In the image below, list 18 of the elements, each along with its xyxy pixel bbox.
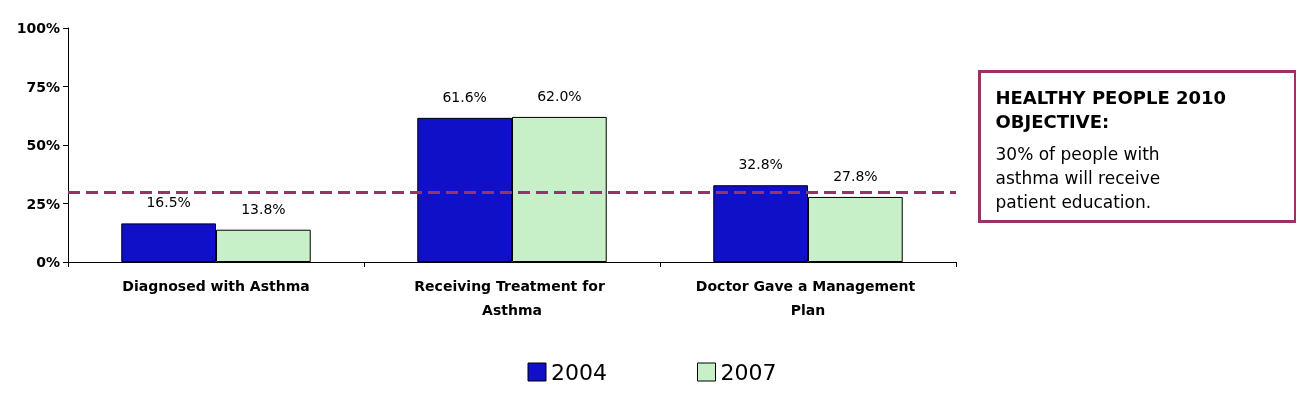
x-tick-label: Receiving Treatment for Asthma — [414, 278, 610, 318]
text: 30% of people with asthma will receive patient education. — [995, 143, 1166, 212]
data-label: 16.5% — [146, 194, 191, 211]
y-tick-label: 50% — [26, 137, 60, 153]
y-tick-label: 75% — [26, 78, 60, 95]
legend-label: 2004 — [551, 359, 608, 385]
data-label: 62.0% — [537, 87, 582, 104]
y-tick-label: 0% — [36, 254, 60, 270]
legend-label: 2007 — [720, 359, 777, 385]
y-tick-label: 25% — [26, 195, 60, 212]
y-tick-label: 100% — [16, 20, 60, 36]
x-tick-label: Diagnosed with Asthma — [122, 278, 310, 294]
data-label: 27.8% — [833, 167, 878, 184]
text: HEALTHY PEOPLE 2010 OBJECTIVE: — [995, 87, 1233, 132]
data-label: 13.8% — [241, 200, 286, 217]
data-label: 32.8% — [738, 156, 783, 173]
x-tick-label: Doctor Gave a Management Plan — [695, 278, 921, 318]
data-label: 61.6% — [442, 88, 487, 105]
